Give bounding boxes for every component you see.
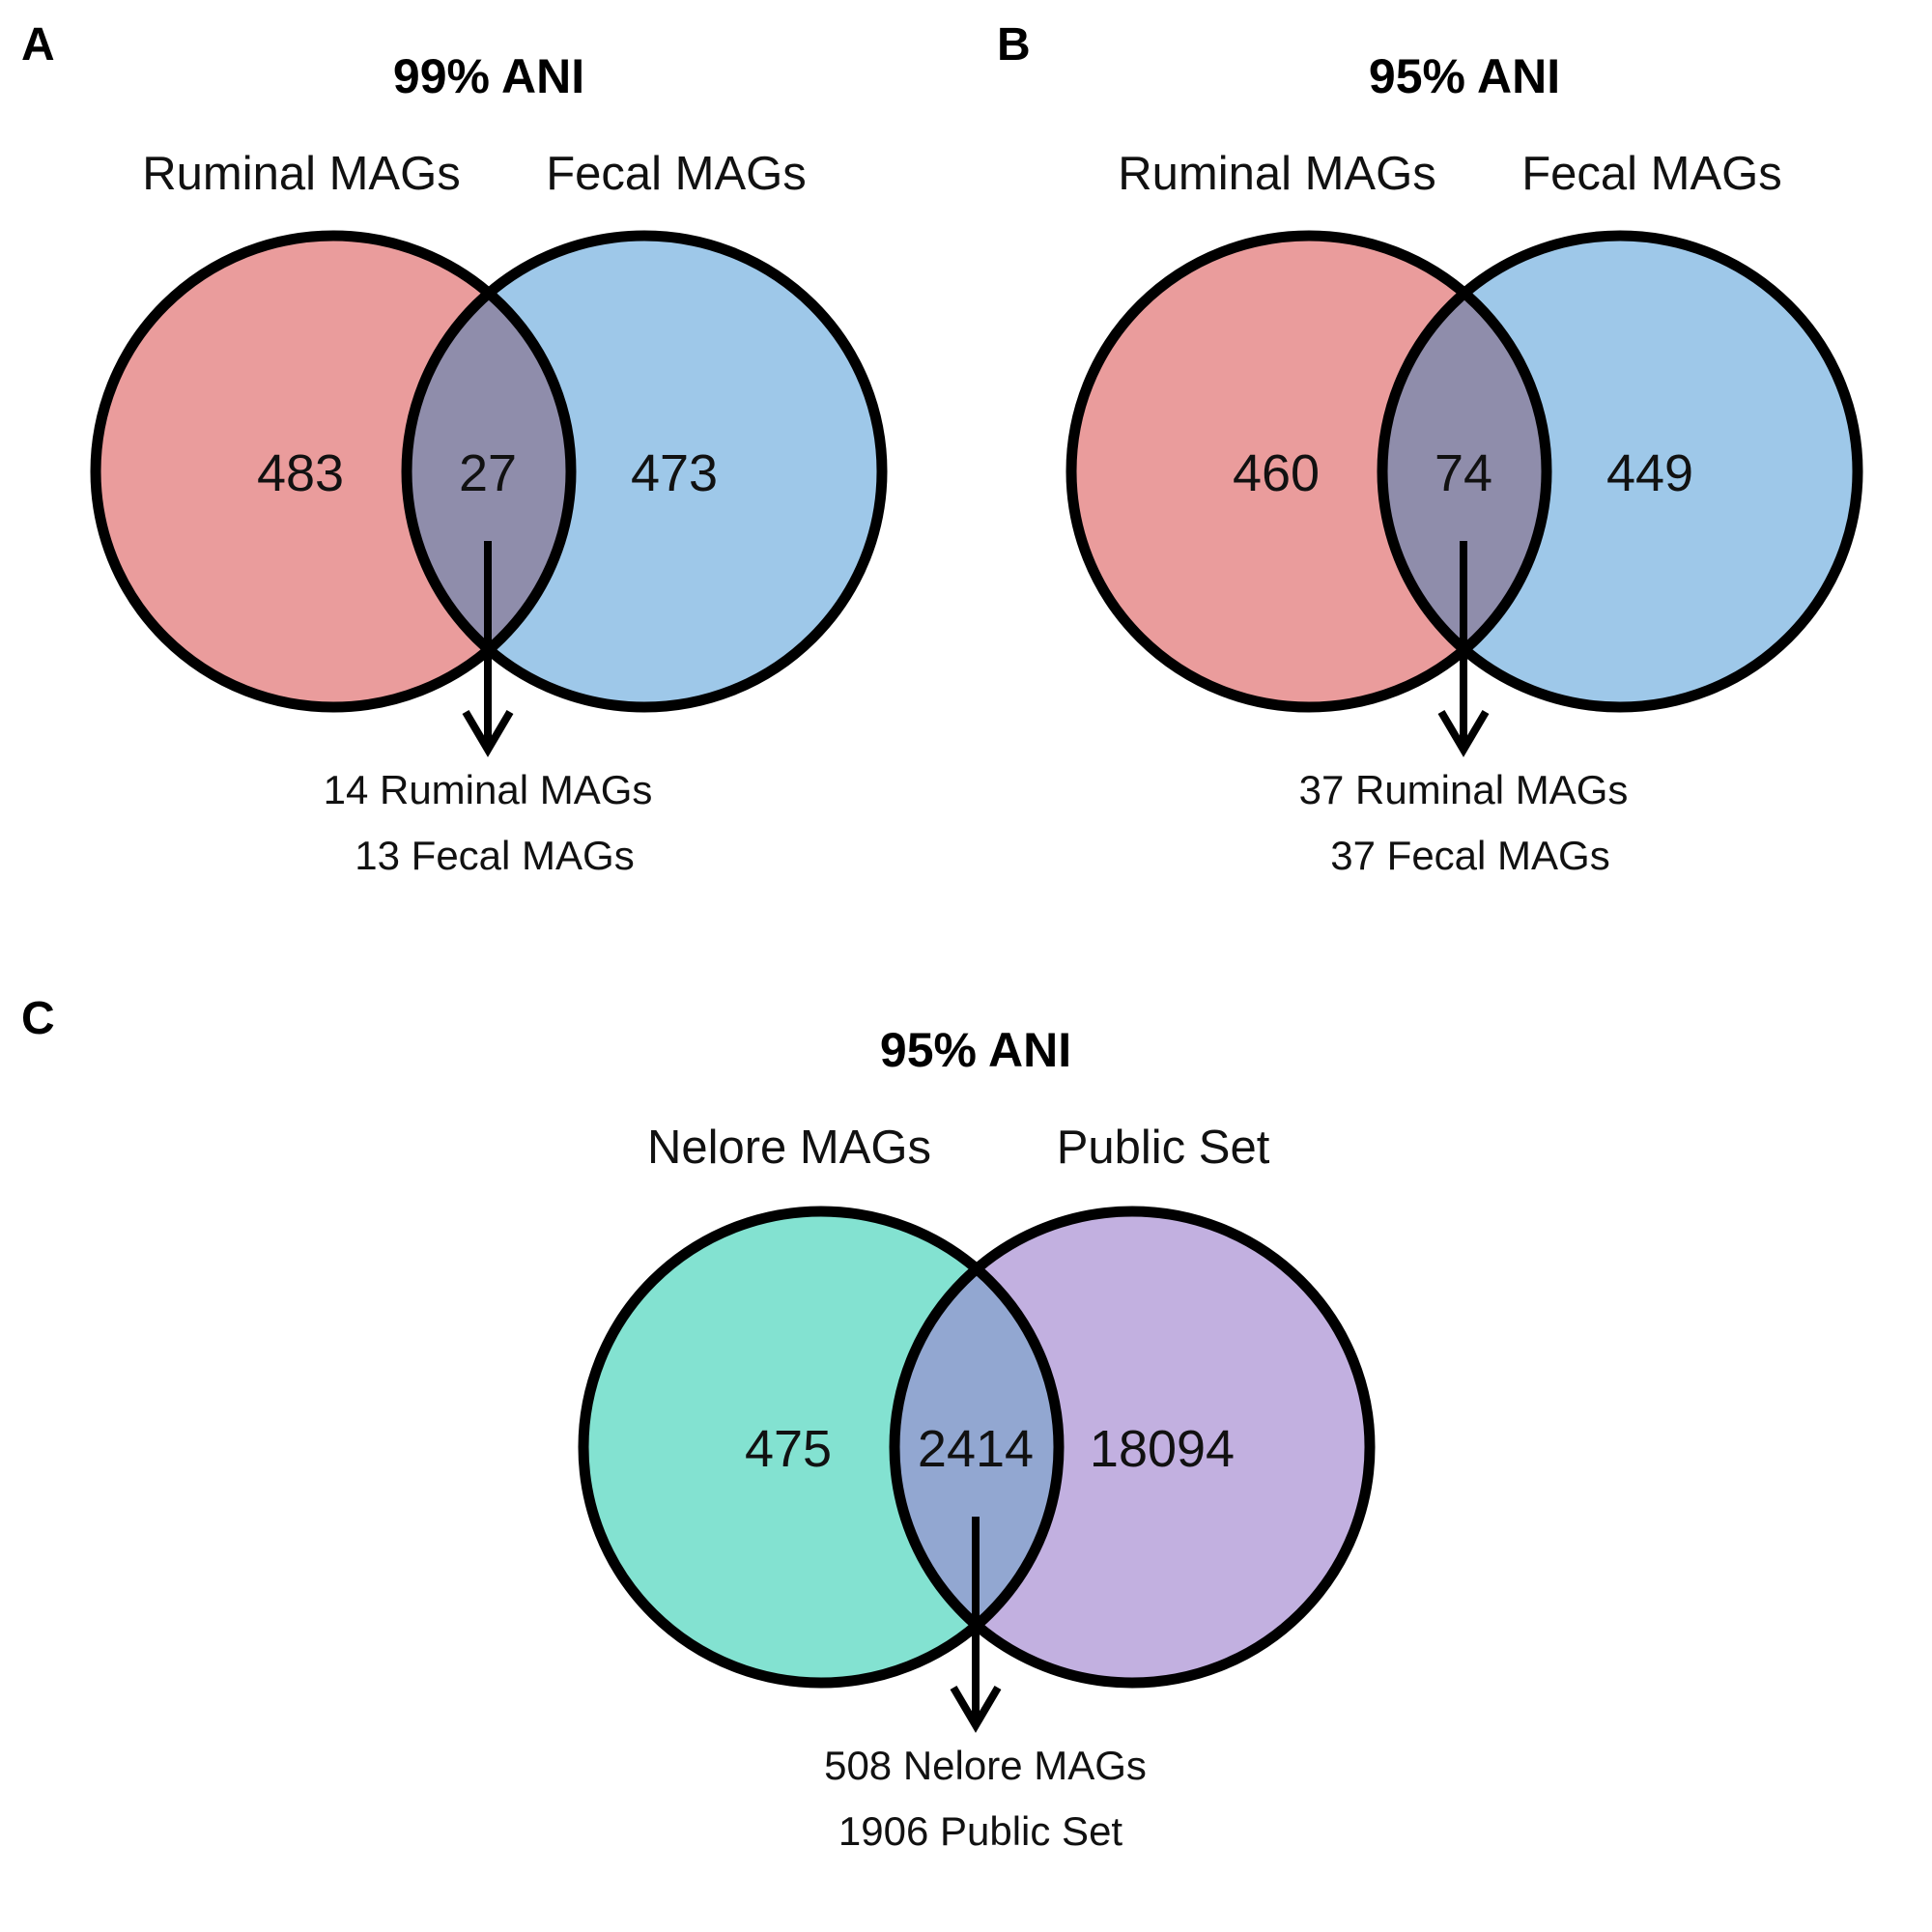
panel-b-left-outline xyxy=(1065,230,1552,713)
panel-a-left-outline xyxy=(90,230,577,713)
panel-a-note-line-1: 14 Ruminal MAGs xyxy=(324,767,653,812)
panel-c-down-arrow xyxy=(950,1517,1002,1733)
panel-b-overlap-region xyxy=(1382,236,1547,707)
panel-a-right-outline xyxy=(401,230,888,713)
panel-a-note-line-2: 13 Fecal MAGs xyxy=(355,833,634,878)
panel-b-right-only-count: 449 xyxy=(1606,444,1693,502)
panel-a-overlap-region xyxy=(407,236,571,707)
panel-b-right-set-label: Fecal MAGs xyxy=(1521,148,1782,200)
panel-b-right-outline xyxy=(1377,230,1863,713)
panel-a-left-set-label: Ruminal MAGs xyxy=(142,148,460,200)
panel-c-left-outline xyxy=(578,1206,1065,1689)
panel-a: A 99% ANI Ruminal MAGs Fecal MAGs 483 27… xyxy=(21,19,888,878)
panel-letter-c: C xyxy=(21,993,55,1044)
panel-a-right-only-count: 473 xyxy=(631,444,718,502)
panel-c-note-line-1: 508 Nelore MAGs xyxy=(824,1743,1147,1788)
panel-a-shared-count: 27 xyxy=(459,444,517,502)
panel-c-shared-count: 2414 xyxy=(918,1420,1034,1478)
panel-letter-b: B xyxy=(997,19,1031,71)
panel-letter-a: A xyxy=(21,19,55,71)
panel-c-title: 95% ANI xyxy=(880,1023,1071,1077)
panel-c-right-outline xyxy=(889,1206,1376,1689)
panel-b-note-line-2: 37 Fecal MAGs xyxy=(1330,833,1609,878)
panel-b-left-only-count: 460 xyxy=(1233,444,1320,502)
panel-a-right-set-label: Fecal MAGs xyxy=(546,148,807,200)
panel-a-down-arrow xyxy=(462,541,514,757)
panel-c-left-only-count: 475 xyxy=(745,1420,832,1478)
panel-a-left-only-count: 483 xyxy=(257,444,344,502)
panel-b-shared-count: 74 xyxy=(1435,444,1492,502)
panel-b: B 95% ANI Ruminal MAGs Fecal MAGs 460 74… xyxy=(997,19,1863,878)
panel-b-down-arrow xyxy=(1437,541,1490,757)
panel-b-note-line-1: 37 Ruminal MAGs xyxy=(1299,767,1629,812)
panel-c: C 95% ANI Nelore MAGs Public Set 475 241… xyxy=(21,993,1376,1854)
panel-c-overlap-region xyxy=(895,1211,1059,1683)
panel-c-note-line-2: 1906 Public Set xyxy=(838,1808,1123,1854)
panel-c-right-set-label: Public Set xyxy=(1057,1122,1270,1174)
panel-b-left-set-label: Ruminal MAGs xyxy=(1118,148,1435,200)
panel-b-title: 95% ANI xyxy=(1369,49,1560,103)
panel-c-left-set-label: Nelore MAGs xyxy=(647,1122,931,1174)
panel-c-right-only-count: 18094 xyxy=(1090,1420,1235,1478)
panel-a-title: 99% ANI xyxy=(393,49,584,103)
